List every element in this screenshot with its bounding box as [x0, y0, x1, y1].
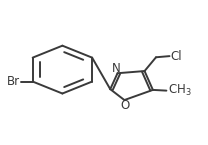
Text: N: N [112, 62, 121, 75]
Text: CH$_3$: CH$_3$ [168, 83, 192, 98]
Text: Br: Br [7, 75, 20, 88]
Text: O: O [121, 99, 130, 112]
Text: Cl: Cl [171, 50, 182, 63]
